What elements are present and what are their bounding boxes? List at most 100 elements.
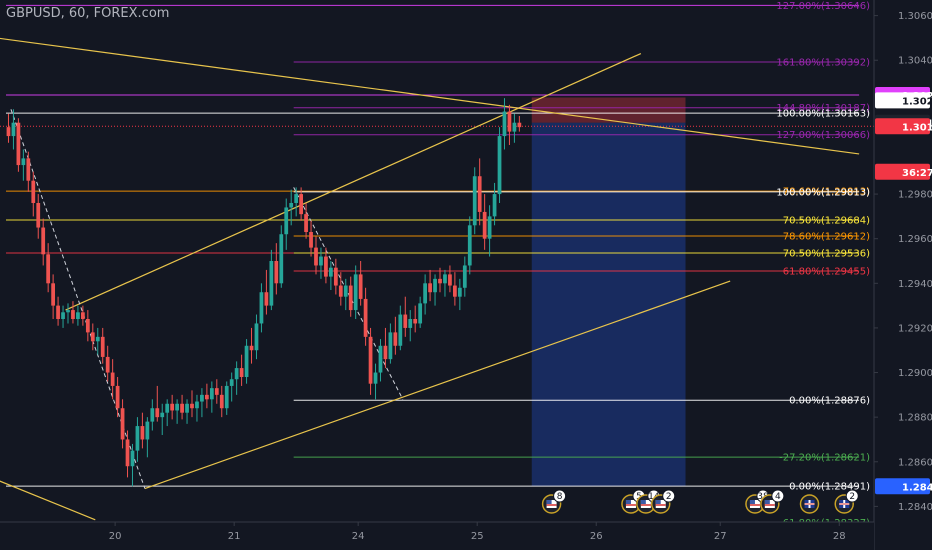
candle-body bbox=[443, 274, 447, 284]
event-count-badge bbox=[845, 489, 859, 503]
candle-body bbox=[21, 158, 26, 166]
candle-body bbox=[309, 232, 313, 248]
candle-body bbox=[61, 312, 65, 319]
candle-body bbox=[51, 283, 55, 306]
fib-level-label: 100.00%(1.29813) bbox=[776, 187, 870, 198]
candle-body bbox=[234, 368, 239, 380]
price-tick-label: 1.29200 bbox=[898, 323, 932, 334]
fib-level-label: 127.00%(1.30066) bbox=[776, 130, 870, 141]
candle-body bbox=[170, 403, 175, 411]
symbol-title: GBPUSD, 60, FOREX.com bbox=[6, 6, 170, 21]
price-tag-label: 1.28490 bbox=[902, 482, 932, 493]
candle-body bbox=[472, 176, 477, 226]
time-axis[interactable]: 20 21 24 25 26 27 28 bbox=[0, 521, 874, 550]
price-tick-label: 1.30600 bbox=[898, 11, 932, 22]
event-count-label: 2 bbox=[849, 492, 855, 502]
candle-body bbox=[363, 298, 368, 337]
candle-body bbox=[512, 122, 517, 132]
candle-body bbox=[165, 403, 170, 413]
time-tick-label: 24 bbox=[352, 531, 365, 542]
stop-zone bbox=[531, 97, 686, 123]
candle-body bbox=[200, 394, 204, 402]
candle-body bbox=[299, 194, 303, 215]
price-tick-label: 1.29000 bbox=[898, 368, 932, 379]
candle-body bbox=[517, 122, 522, 128]
candle-body bbox=[398, 314, 403, 346]
time-tick-label: 20 bbox=[109, 531, 122, 542]
event-count-label: 4 bbox=[775, 492, 781, 502]
candle-body bbox=[383, 345, 388, 360]
fib-level-labels: 127.00%(1.30646) 161.80%(1.30392) 144.80%(… bbox=[776, 1, 870, 529]
price-tick-label: 1.28800 bbox=[898, 413, 932, 424]
time-tick-label: 27 bbox=[714, 531, 727, 542]
candle-body bbox=[324, 256, 328, 277]
time-tick-label: 26 bbox=[590, 531, 603, 542]
candle-body bbox=[393, 332, 398, 346]
candle-body bbox=[482, 211, 487, 239]
candle-body bbox=[497, 136, 502, 195]
candle-body bbox=[100, 336, 105, 357]
price-axis[interactable]: 1.30600 1.30400 1.29800 1.29600 1.29400 1.292… bbox=[873, 0, 932, 550]
candle-body bbox=[209, 388, 214, 400]
candle-body bbox=[56, 305, 60, 319]
candle-body bbox=[408, 319, 413, 328]
candle-body bbox=[254, 323, 259, 351]
candle-body bbox=[244, 345, 249, 377]
zigzag-dashed-line bbox=[293, 187, 404, 400]
candle-body bbox=[249, 345, 254, 351]
candle-body bbox=[353, 274, 358, 311]
candle-body bbox=[448, 274, 452, 286]
price-tag-label: 36:27 bbox=[902, 168, 932, 179]
target-zone bbox=[531, 122, 686, 487]
event-count-badge bbox=[771, 489, 785, 503]
candle-body bbox=[507, 111, 512, 132]
candle-body bbox=[438, 278, 442, 284]
candle-body bbox=[467, 225, 472, 266]
candle-body bbox=[433, 278, 437, 293]
candle-body bbox=[378, 345, 383, 373]
us-flag-canton-icon bbox=[749, 500, 755, 504]
candle-body bbox=[81, 312, 85, 319]
price-tag bbox=[875, 92, 930, 109]
us-flag-canton-icon bbox=[655, 500, 661, 504]
price-tick-label: 1.30400 bbox=[898, 56, 932, 67]
economic-events[interactable]: 8 5 14 2 38 4 2 bbox=[541, 489, 859, 514]
candle-body bbox=[502, 111, 507, 137]
candle-body bbox=[214, 388, 219, 395]
candle-body bbox=[314, 247, 318, 266]
fib-level-label: 61.80%(1.29455) bbox=[783, 267, 870, 278]
candle-body bbox=[160, 412, 165, 418]
candle-body bbox=[125, 439, 130, 467]
candle-body bbox=[6, 127, 11, 137]
candle-body bbox=[462, 265, 467, 288]
candle-body bbox=[135, 426, 140, 451]
candle-body bbox=[428, 283, 432, 293]
fib-levels[interactable] bbox=[0, 4, 874, 524]
candle-body bbox=[453, 285, 457, 297]
candle-body bbox=[140, 426, 145, 440]
fib-level-label: 78.60%(1.29612) bbox=[783, 232, 870, 243]
time-axis-bg bbox=[0, 522, 874, 550]
candle-body bbox=[190, 403, 194, 409]
candle-body bbox=[403, 314, 408, 328]
candle-body bbox=[185, 403, 189, 413]
candle-body bbox=[343, 285, 348, 297]
candle-body bbox=[304, 214, 308, 232]
candle-body bbox=[329, 267, 333, 277]
trendline bbox=[144, 280, 731, 490]
price-tick-label: 1.29800 bbox=[898, 190, 932, 201]
fib-level-label: 70.50%(1.29684) bbox=[783, 215, 870, 226]
candle-body bbox=[333, 267, 338, 286]
time-tick-label: 21 bbox=[228, 531, 241, 542]
us-flag-canton-icon bbox=[546, 500, 552, 504]
candle-body bbox=[130, 450, 135, 467]
trendlines[interactable] bbox=[0, 37, 860, 521]
fib-level-label: 100.00%(1.30163) bbox=[776, 109, 870, 120]
candle-body bbox=[41, 227, 46, 255]
price-tag bbox=[875, 163, 930, 180]
candle-body bbox=[71, 310, 75, 319]
us-flag-canton-icon bbox=[640, 500, 646, 504]
short-position-tool[interactable] bbox=[531, 97, 686, 487]
